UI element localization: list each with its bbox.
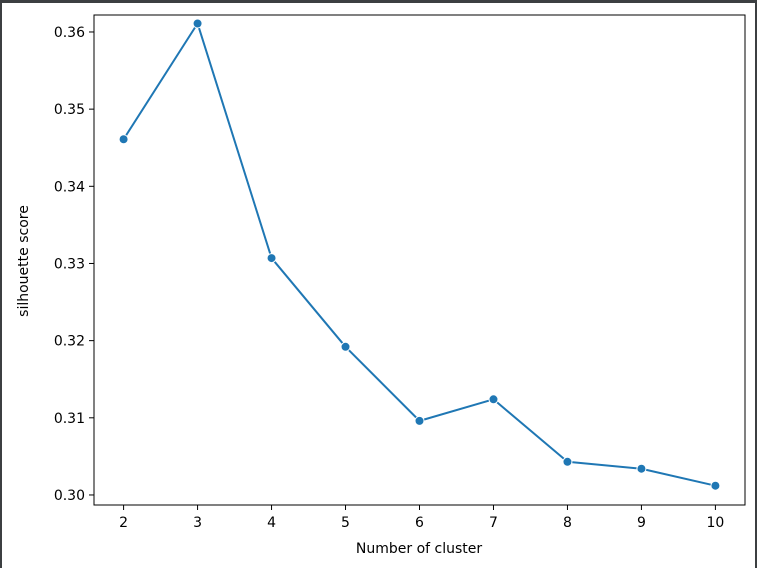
data-point [414,415,425,426]
y-tick-label: 0.36 [54,25,85,41]
x-tick-label: 5 [341,515,350,531]
plot-frame [93,14,746,506]
window-left-edge [0,0,2,568]
y-axis-label: silhouette score [16,205,32,317]
x-tick-label: 9 [637,515,646,531]
x-tick-label: 6 [415,515,424,531]
data-point [266,253,277,264]
plot-area: 2 3 4 5 6 7 8 9 10 0.30 0.31 0.32 0.33 0.34 0.35 0.36 [54,14,746,531]
window-top-edge [0,0,757,3]
data-point [118,134,129,145]
x-tick-label: 3 [193,515,202,531]
data-point [636,463,647,474]
x-tick-label: 4 [267,515,276,531]
data-point [340,341,351,352]
x-tick-label: 8 [563,515,572,531]
y-tick-label: 0.30 [54,488,85,504]
y-tick-label: 0.34 [54,179,85,195]
y-tick-label: 0.35 [54,102,85,118]
x-tick-label: 10 [706,515,724,531]
x-tick-label: 2 [119,515,128,531]
x-axis-label: Number of cluster [356,541,482,557]
y-tick-label: 0.32 [54,334,85,350]
data-point [488,394,499,405]
data-point [710,480,721,491]
window-right-edge [755,0,757,568]
data-point [192,18,203,29]
y-tick-label: 0.31 [54,411,85,427]
y-tick-label: 0.33 [54,256,85,272]
x-tick-label: 7 [489,515,498,531]
data-point [562,456,573,467]
